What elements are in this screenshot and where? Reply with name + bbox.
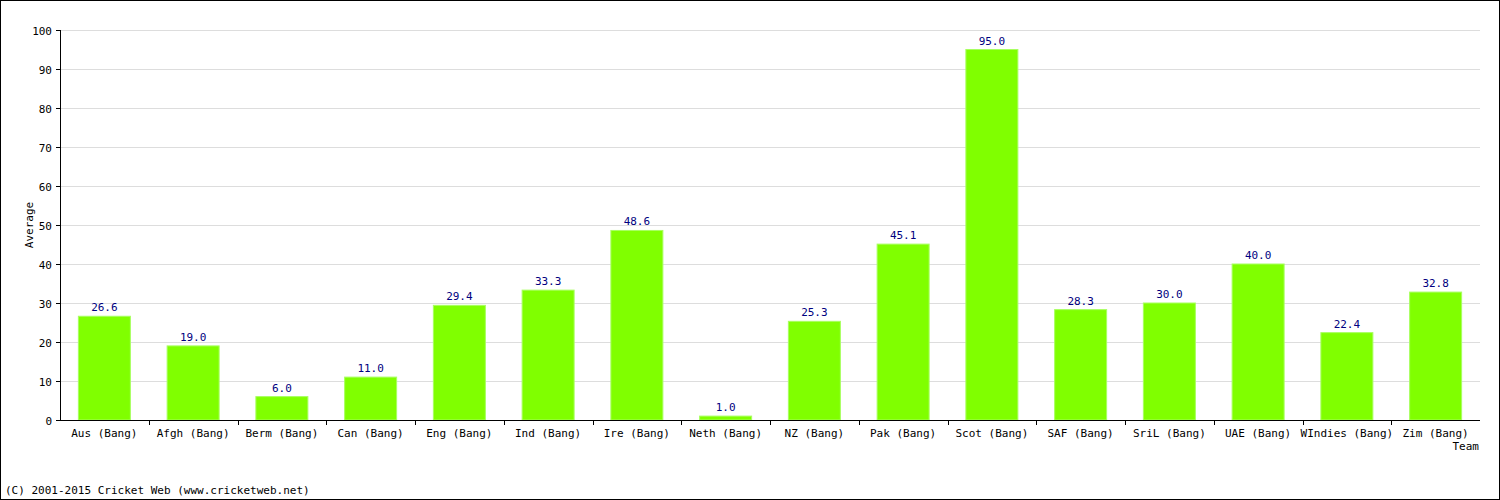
data-label: 40.0 (1245, 249, 1272, 262)
data-label: 26.6 (91, 301, 118, 314)
y-tick (56, 381, 60, 382)
grid-line (60, 30, 1480, 31)
x-tick-label: Afgh (Bang) (157, 427, 230, 440)
data-label: 25.3 (801, 306, 828, 319)
x-tick (238, 420, 239, 425)
data-label: 29.4 (446, 290, 473, 303)
x-tick-label: Can (Bang) (338, 427, 404, 440)
y-tick-label: 80 (39, 103, 52, 116)
bar (1321, 333, 1373, 420)
y-tick-label: 100 (32, 25, 52, 38)
y-tick (56, 186, 60, 187)
data-label: 45.1 (890, 229, 917, 242)
x-tick (1303, 420, 1304, 425)
data-label: 28.3 (1067, 295, 1094, 308)
x-tick-label: Aus (Bang) (71, 427, 137, 440)
bar (700, 416, 752, 420)
y-tick-label: 50 (39, 220, 52, 233)
bar (167, 346, 219, 420)
data-label: 33.3 (535, 275, 562, 288)
x-tick-label: Ind (Bang) (515, 427, 581, 440)
x-tick (149, 420, 150, 425)
annotation: (C) 2001-2015 Cricket Web (www.cricketwe… (5, 484, 310, 497)
y-tick-label: 20 (39, 337, 52, 350)
x-tick-label: Eng (Bang) (426, 427, 492, 440)
bar (433, 305, 485, 420)
data-label: 30.0 (1156, 288, 1183, 301)
frame (1, 1, 1500, 500)
x-tick-label: Neth (Bang) (689, 427, 762, 440)
data-label: 6.0 (272, 382, 292, 395)
y-tick-label: 30 (39, 298, 52, 311)
bar (256, 397, 308, 420)
grid-line (60, 225, 1480, 226)
bar (611, 230, 663, 420)
bar (1410, 292, 1462, 420)
y-tick-label: 70 (39, 142, 52, 155)
y-tick (56, 303, 60, 304)
y-axis-title: Average (23, 202, 36, 248)
x-tick (681, 420, 682, 425)
y-tick-label: 10 (39, 376, 52, 389)
x-tick (415, 420, 416, 425)
bar (788, 321, 840, 420)
y-tick (56, 264, 60, 265)
x-tick-label: SAF (Bang) (1048, 427, 1114, 440)
data-label: 11.0 (357, 362, 384, 375)
x-tick-label: Scot (Bang) (955, 427, 1028, 440)
grid-line (60, 69, 1480, 70)
y-tick-label: 40 (39, 259, 52, 272)
x-axis-title: Team (1453, 440, 1480, 453)
data-label: 19.0 (180, 331, 207, 344)
x-tick (593, 420, 594, 425)
y-tick-label: 60 (39, 181, 52, 194)
x-tick-label: WIndies (Bang) (1301, 427, 1394, 440)
y-tick (56, 342, 60, 343)
y-tick (56, 225, 60, 226)
y-tick (56, 69, 60, 70)
x-tick (948, 420, 949, 425)
x-tick (1214, 420, 1215, 425)
bar (345, 377, 397, 420)
x-tick-label: NZ (Bang) (785, 427, 845, 440)
x-tick-label: Ire (Bang) (604, 427, 670, 440)
x-tick (859, 420, 860, 425)
x-tick (770, 420, 771, 425)
bar (1232, 264, 1284, 420)
y-tick-label: 0 (45, 415, 52, 428)
y-tick (56, 30, 60, 31)
x-tick-label: Zim (Bang) (1403, 427, 1469, 440)
x-tick-label: Berm (Bang) (245, 427, 318, 440)
data-label: 22.4 (1334, 318, 1361, 331)
bar (522, 290, 574, 420)
grid-line (60, 186, 1480, 187)
chart: 0 10 20 30 40 50 60 70 80 90 100 26.6 19.0 6.0 11.0 29.… (0, 0, 1500, 500)
x-tick (504, 420, 505, 425)
y-tick (56, 108, 60, 109)
y-axis (60, 30, 61, 420)
data-label: 1.0 (716, 401, 736, 414)
bar (877, 244, 929, 420)
data-label: 32.8 (1422, 277, 1449, 290)
x-tick (1125, 420, 1126, 425)
x-tick (1036, 420, 1037, 425)
grid-line (60, 108, 1480, 109)
x-tick (326, 420, 327, 425)
y-tick (56, 147, 60, 148)
x-tick (1391, 420, 1392, 425)
y-tick-label: 90 (39, 64, 52, 77)
x-tick-label: Pak (Bang) (870, 427, 936, 440)
bar (78, 316, 130, 420)
bar (1143, 303, 1195, 420)
x-tick-label: UAE (Bang) (1225, 427, 1291, 440)
data-label: 95.0 (979, 35, 1006, 48)
x-tick-label: SriL (Bang) (1133, 427, 1206, 440)
bar (966, 50, 1018, 421)
bars (78, 50, 1461, 421)
data-label: 48.6 (624, 215, 651, 228)
y-tick (56, 420, 60, 421)
grid-line (60, 147, 1480, 148)
bar (1055, 310, 1107, 420)
